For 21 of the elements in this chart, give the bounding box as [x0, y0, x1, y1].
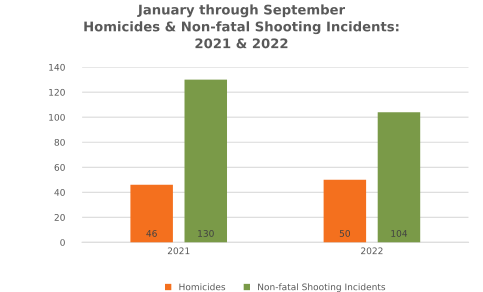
- y-tick-label: 100: [49, 114, 65, 121]
- data-label: 130: [198, 230, 214, 237]
- bar: [324, 180, 366, 242]
- bar: [130, 184, 173, 242]
- x-tick-label: 2022: [361, 247, 382, 254]
- data-label: 104: [391, 230, 408, 237]
- legend-label: Homicides: [179, 283, 226, 290]
- y-tick-label: 140: [49, 64, 65, 71]
- y-tick-label: 40: [54, 189, 65, 196]
- y-tick-label: 0: [60, 239, 65, 246]
- y-tick-label: 120: [49, 88, 65, 96]
- y-tick-label: 20: [54, 214, 65, 221]
- y-tick-label: 60: [54, 164, 65, 171]
- data-label: 50: [340, 230, 350, 237]
- legend-label: Non-fatal Shooting Incidents: [258, 283, 386, 292]
- bar: [184, 80, 228, 242]
- chart-title: January through September Homicides & Non-fatal Shooting Incidents: 2021 & 2022: [84, 4, 398, 48]
- x-tick-label: 2021: [168, 247, 190, 254]
- y-tick-label: 80: [54, 138, 65, 146]
- data-label: 46: [146, 230, 157, 237]
- bar: [378, 112, 420, 242]
